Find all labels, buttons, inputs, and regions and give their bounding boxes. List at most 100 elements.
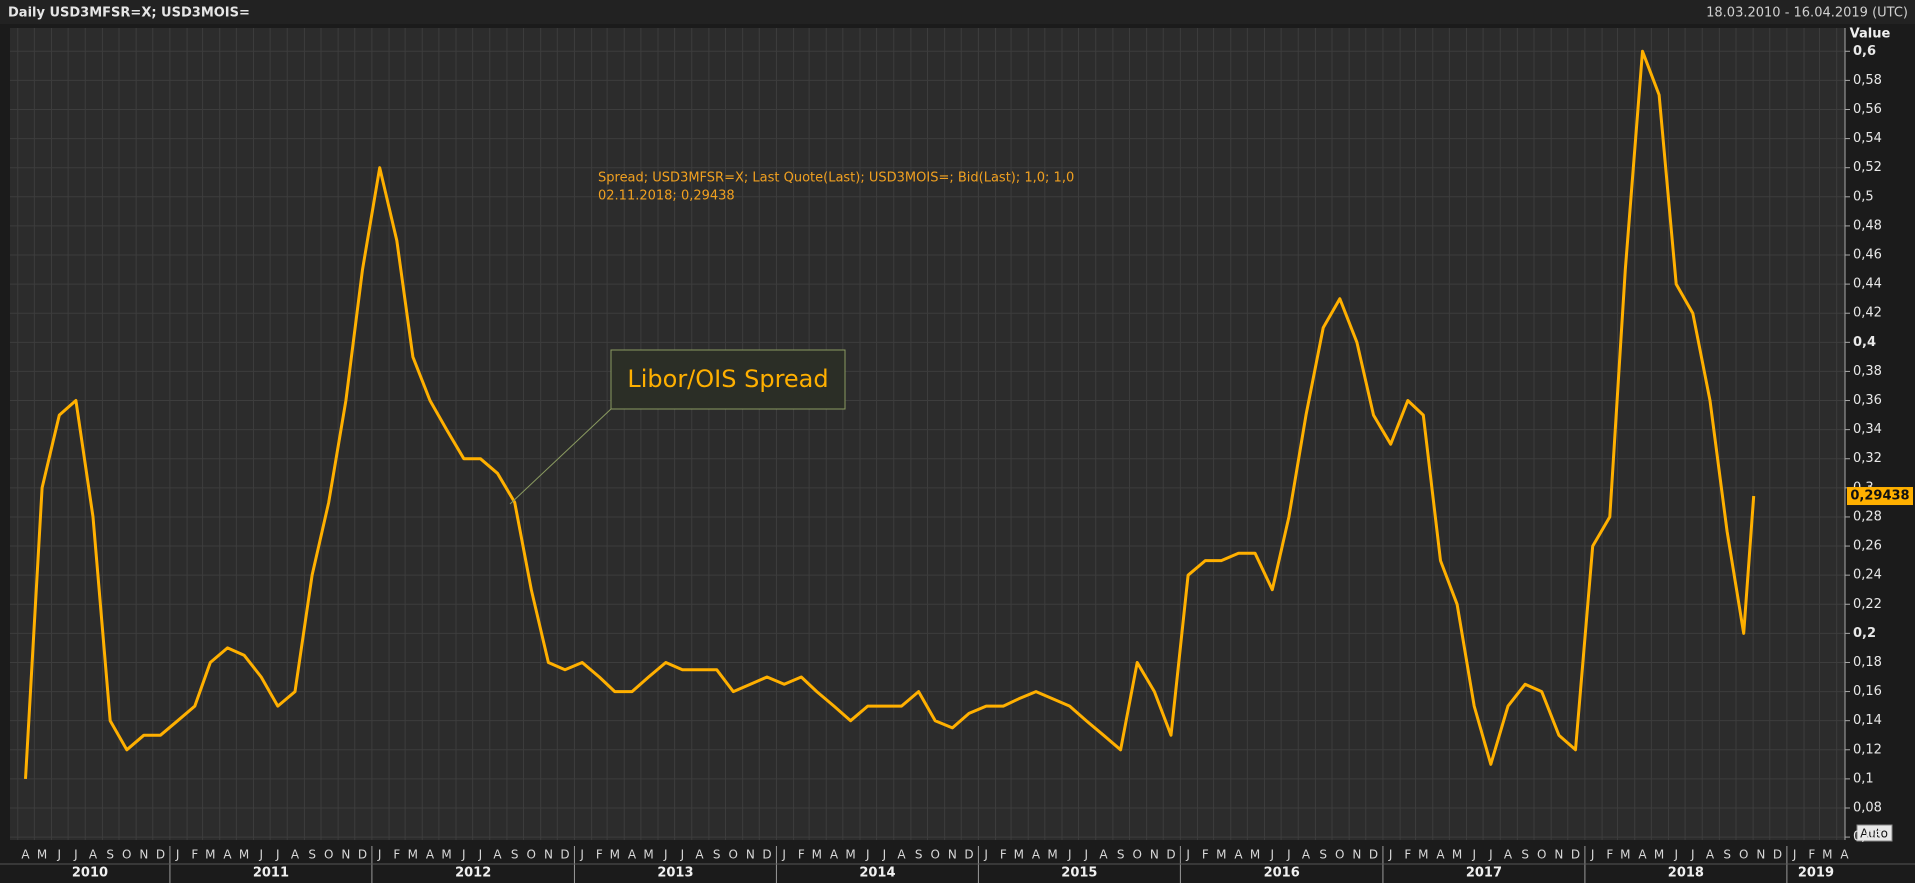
last-value-tag-bg [1847,487,1913,506]
y-tick-label: 0,36 [1853,393,1882,408]
annotation-box [610,349,846,410]
x-tick-label: F [191,848,198,862]
x-tick-label: O [1335,848,1344,862]
x-tick-label: N [1756,848,1765,862]
x-tick-label: M [643,848,653,862]
x-tick-label: M [1014,848,1024,862]
y-tick-label: 0,46 [1853,248,1882,263]
x-tick-label: S [511,848,519,862]
x-tick-label: J [275,848,280,862]
x-tick-label: D [964,848,973,862]
y-tick-label: 0,6 [1853,44,1876,59]
auto-button-label[interactable]: Auto [1860,827,1888,841]
y-tick-label: 0,14 [1853,713,1882,728]
x-tick-label: M [408,848,418,862]
x-tick-label: O [122,848,131,862]
y-tick-label: 0,5 [1853,189,1874,204]
x-tick-label: J [1185,848,1190,862]
x-tick-label: J [579,848,584,862]
x-tick-label: O [1133,848,1142,862]
y-tick-label: 0,38 [1853,364,1882,379]
x-tick-label: S [713,848,721,862]
x-tick-label: O [1537,848,1546,862]
x-tick-label: O [527,848,536,862]
x-tick-label: D [762,848,771,862]
y-tick-label: 0,06 [1853,830,1882,845]
x-tick-label: F [798,848,805,862]
auto-button-bg[interactable] [1856,824,1893,842]
y-tick-label: 0,28 [1853,509,1882,524]
x-tick-label: S [308,848,316,862]
x-tick-label: J [1286,848,1291,862]
x-tick-label: O [931,848,940,862]
x-tick-label: J [781,848,786,862]
year-label: 2016 [1264,866,1300,881]
x-tick-label: A [493,848,502,862]
header-bar [0,0,1915,24]
x-tick-label: A [695,848,704,862]
x-tick-label: A [426,848,435,862]
x-tick-label: J [56,848,61,862]
year-label: 2015 [1061,866,1097,881]
x-tick-label: S [1723,848,1731,862]
last-value-tag: 0,29438 [1850,489,1909,504]
x-tick-label: J [175,848,180,862]
x-tick-label: A [21,848,30,862]
x-tick-label: M [1822,848,1832,862]
x-tick-label: J [1067,848,1072,862]
y-tick-label: 0,2 [1853,626,1876,641]
y-tick-label: 0,42 [1853,306,1882,321]
y-tick-label: 0,56 [1853,102,1882,117]
year-label: 2017 [1466,866,1502,881]
x-tick-label: N [139,848,148,862]
x-tick-label: A [291,848,300,862]
x-tick-label: J [1388,848,1393,862]
auto-button[interactable]: Auto [1856,824,1893,842]
y-tick-label: 0,18 [1853,655,1882,670]
x-tick-label: N [1554,848,1563,862]
x-tick-label: D [1773,848,1782,862]
x-tick-label: A [1504,848,1513,862]
x-tick-label: J [258,848,263,862]
x-tick-label: A [1638,848,1647,862]
x-tick-label: M [1452,848,1462,862]
year-label: 2010 [72,866,108,881]
y-tick-label: 0,22 [1853,597,1882,612]
x-tick-label: S [1521,848,1529,862]
tooltip-line: Spread; USD3MFSR=X; Last Quote(Last); US… [598,171,1074,186]
x-tick-label: A [897,848,906,862]
year-label: 2011 [253,866,289,881]
x-tick-label: M [441,848,451,862]
y-tick-label: 0,24 [1853,568,1882,583]
x-tick-label: J [865,848,870,862]
x-tick-label: A [1099,848,1108,862]
series-line [24,49,1756,779]
x-tick-label: M [1216,848,1226,862]
x-tick-label: N [1352,848,1361,862]
year-label: 2019 [1798,866,1834,881]
x-tick-label: A [1302,848,1311,862]
x-tick-label: D [1166,848,1175,862]
x-tick-label: J [882,848,887,862]
year-label: 2014 [859,866,895,881]
date-range: 18.03.2010 - 16.04.2019 (UTC) [1706,6,1908,21]
x-tick-label: J [1488,848,1493,862]
x-tick-label: M [812,848,822,862]
annotation-text: Libor/OIS Spread [627,365,828,393]
x-tick-label: A [223,848,232,862]
x-tick-label: S [915,848,923,862]
x-tick-label: D [156,848,165,862]
x-tick-label: J [1673,848,1678,862]
x-tick-label: J [461,848,466,862]
x-tick-label: D [358,848,367,862]
x-tick-label: M [1654,848,1664,862]
x-tick-label: M [37,848,47,862]
x-tick-label: J [478,848,483,862]
x-tick-label: D [1571,848,1580,862]
x-tick-label: S [106,848,114,862]
x-tick-label: N [341,848,350,862]
x-tick-label: O [729,848,738,862]
tooltip-line: 02.11.2018; 0,29438 [598,189,735,204]
x-tick-label: J [1084,848,1089,862]
